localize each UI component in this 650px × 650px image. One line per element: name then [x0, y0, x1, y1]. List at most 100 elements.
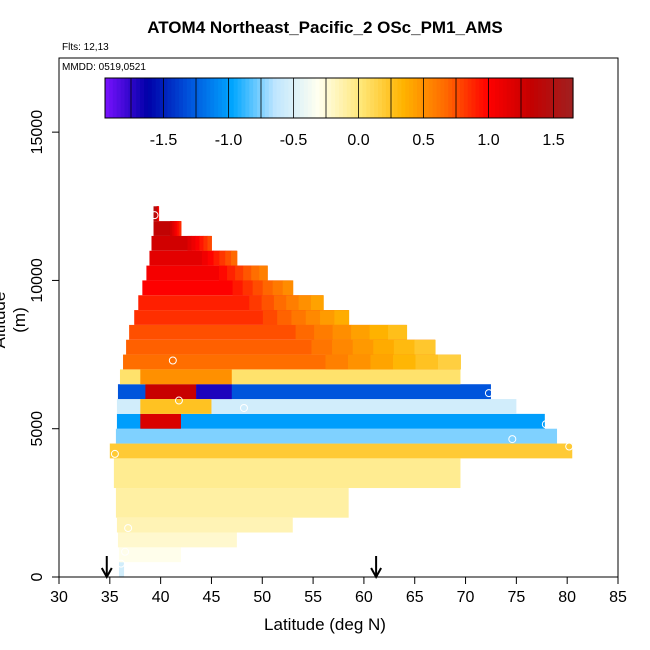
- colorbar-cell-12: [151, 78, 157, 118]
- colorbar-cell-11: [147, 78, 153, 118]
- curtain-layer-16-fade-0: [249, 295, 263, 311]
- x-tick-label: 65: [406, 589, 424, 606]
- colorbar-cell-82: [424, 78, 430, 118]
- colorbar-cell-75: [397, 78, 402, 118]
- colorbar-cell-51: [303, 78, 309, 118]
- colorbar-cell-66: [362, 78, 367, 118]
- curtain-layer-19-fade-4: [225, 250, 232, 266]
- colorbar-cell-34: [237, 78, 243, 118]
- y-tick-label: 5000: [29, 411, 46, 447]
- curtain-band-1: [196, 384, 232, 400]
- curtain-layer-13-fade-2: [352, 339, 374, 355]
- curtain-layer-12-fade-1: [347, 354, 371, 370]
- colorbar-cell-89: [452, 78, 457, 118]
- x-tick-label: 45: [203, 589, 221, 606]
- curtain-layer-21-fade-0: [169, 221, 173, 236]
- down-arrow-icon-0: [100, 567, 113, 580]
- colorbar-cell-13: [155, 78, 161, 118]
- x-tick-label: 35: [101, 589, 119, 606]
- curtain-layer-22: [153, 206, 159, 222]
- colorbar-cell-94: [471, 78, 477, 118]
- colorbar-cell-29: [218, 78, 223, 118]
- colorbar-cell-73: [389, 78, 395, 118]
- curtain-layer-18-fade-0: [218, 265, 228, 281]
- curtain-layer-20-fade-5: [207, 235, 212, 251]
- colorbar-cell-96: [479, 78, 484, 118]
- curtain-layer-14-fade-4: [369, 324, 389, 340]
- curtain-layer-19-fade-1: [207, 250, 215, 266]
- colorbar-cell-97: [483, 78, 488, 118]
- curtain-layer-21-fade-2: [173, 221, 176, 236]
- sample-point-5: [508, 435, 517, 444]
- plot-frame: [58, 57, 619, 578]
- colorbar-cell-103: [506, 78, 512, 118]
- curtain-layer-22-fade-5: [158, 206, 160, 222]
- curtain-layer-14-fade-5: [388, 324, 408, 340]
- colorbar-cell-19: [179, 78, 184, 118]
- curtain-layer-13-fade-1: [332, 339, 354, 355]
- colorbar-cell-95: [475, 78, 480, 118]
- curtain-band-4: [140, 369, 232, 385]
- colorbar-cell-47: [288, 78, 293, 118]
- colorbar-cell-70: [378, 78, 383, 118]
- curtain-layer-3: [116, 517, 293, 533]
- colorbar-cell-26: [206, 78, 211, 118]
- colorbar-cell-21: [186, 78, 192, 118]
- curtain-layer-18-fade-5: [259, 265, 268, 281]
- colorbar-cell-45: [280, 78, 285, 118]
- curtain-layer-5: [113, 458, 461, 489]
- colorbar-cell-2: [112, 78, 118, 118]
- x-tick-label: 75: [507, 589, 525, 606]
- colorbar-cell-49: [296, 78, 301, 118]
- curtain-layer-19-fade-5: [231, 250, 238, 266]
- colorbar-frame: [104, 77, 574, 119]
- colorbar-cell-36: [245, 78, 250, 118]
- colorbar-cell-24: [198, 78, 204, 118]
- sample-point-10: [121, 547, 130, 556]
- curtain-layer-12-fade-0: [325, 354, 349, 370]
- colorbar-cell-91: [459, 78, 465, 118]
- colorbar-cell-104: [510, 78, 516, 118]
- colorbar-cell-39: [257, 78, 262, 118]
- colorbar-cell-100: [495, 78, 500, 118]
- colorbar-cell-92: [463, 78, 469, 118]
- colorbar-cell-87: [444, 78, 449, 118]
- curtain-layer-16-fade-3: [286, 295, 300, 311]
- sample-point-8: [110, 449, 119, 458]
- colorbar-cell-93: [467, 78, 473, 118]
- colorbar-tick-label: -1.5: [150, 132, 178, 149]
- curtain-layer-19-fade-3: [219, 250, 226, 266]
- x-tick-label: 40: [152, 589, 170, 606]
- colorbar-cell-50: [300, 78, 305, 118]
- curtain-layer-14-fade-1: [314, 324, 334, 340]
- colorbar-tick-label: 1.5: [542, 132, 564, 149]
- colorbar-cell-109: [530, 78, 535, 118]
- curtain-layer-15-fade-2: [291, 310, 307, 325]
- colorbar-cell-59: [335, 78, 340, 118]
- curtain-layer-20-fade-2: [195, 235, 200, 251]
- curtain-layer-15-fade-3: [305, 310, 321, 325]
- colorbar-cell-41: [264, 78, 270, 118]
- colorbar-cell-98: [487, 78, 492, 118]
- colorbar-tick-label: -0.5: [280, 132, 308, 149]
- colorbar-cell-119: [569, 78, 574, 118]
- colorbar-cell-72: [385, 78, 391, 118]
- colorbar-cell-37: [249, 78, 254, 118]
- colorbar-cell-112: [541, 78, 547, 118]
- curtain-layer-20-fade-3: [199, 235, 204, 251]
- colorbar-cell-85: [436, 78, 441, 118]
- colorbar-cell-27: [210, 78, 215, 118]
- colorbar-cell-99: [491, 78, 496, 118]
- colorbar-cell-22: [190, 78, 196, 118]
- curtain-layer-13-fade-3: [373, 339, 395, 355]
- colorbar-cell-30: [222, 78, 227, 118]
- curtain-layer-13-fade-5: [414, 339, 436, 355]
- curtain-layer-9: [116, 399, 517, 414]
- curtain-layer-17-fade-2: [252, 280, 264, 296]
- colorbar-cell-116: [557, 78, 562, 118]
- colorbar-tick-label: -1.0: [215, 132, 243, 149]
- colorbar-cell-0: [105, 78, 110, 118]
- colorbar-cell-40: [261, 78, 266, 118]
- colorbar-cell-42: [268, 78, 274, 118]
- sample-point-6: [541, 420, 550, 429]
